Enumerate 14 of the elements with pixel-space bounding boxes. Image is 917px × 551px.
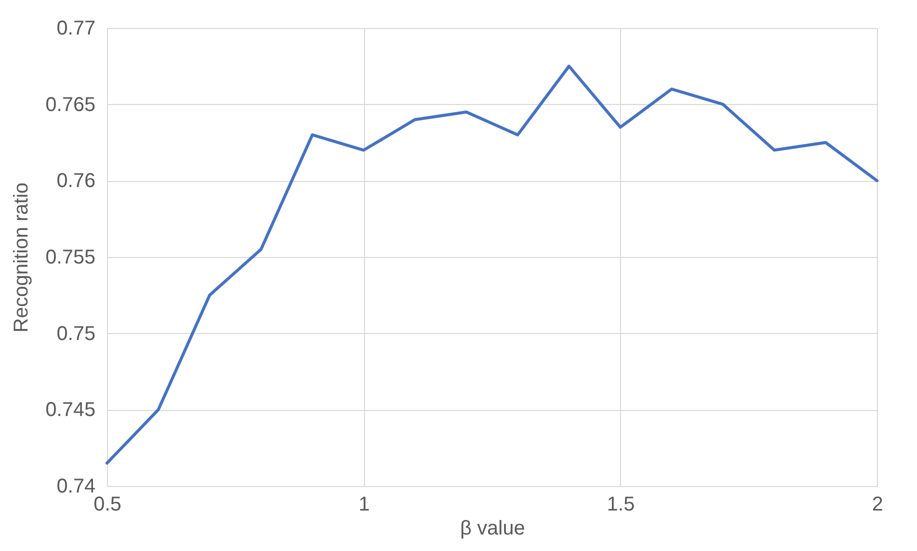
x-tick-label: 0.5: [94, 494, 122, 516]
x-tick-label: 1: [358, 494, 370, 516]
y-tick-label: 0.755: [45, 246, 96, 268]
y-tick-label: 0.745: [45, 399, 96, 422]
x-tick-label: 1.5: [606, 494, 635, 516]
y-tick-label: 0.765: [45, 94, 96, 116]
y-tick-label: 0.74: [56, 476, 96, 498]
y-tick-label: 0.77: [56, 18, 96, 40]
y-axis-title: Recognition ratio: [10, 182, 32, 333]
x-axis-title: β value: [460, 518, 525, 540]
y-tick-label: 0.76: [56, 170, 96, 192]
y-tick-label: 0.75: [56, 322, 96, 345]
x-tick-label: 2: [872, 494, 884, 516]
line-series: [106, 64, 878, 465]
